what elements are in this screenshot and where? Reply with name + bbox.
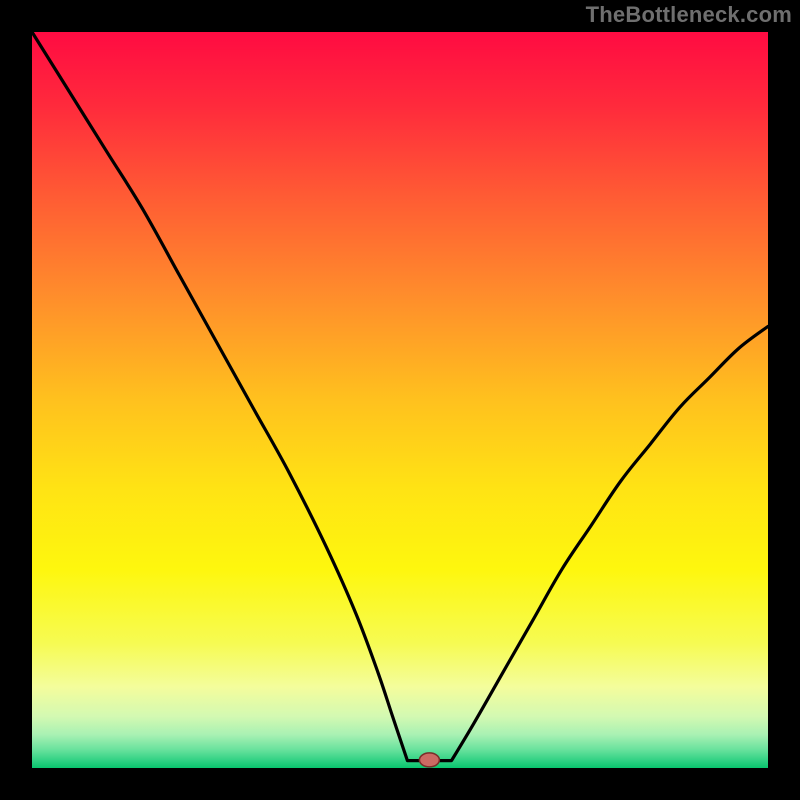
plot-background-gradient bbox=[32, 32, 768, 768]
optimum-marker bbox=[419, 753, 439, 767]
chart-stage: TheBottleneck.com bbox=[0, 0, 800, 800]
bottleneck-chart-svg bbox=[0, 0, 800, 800]
